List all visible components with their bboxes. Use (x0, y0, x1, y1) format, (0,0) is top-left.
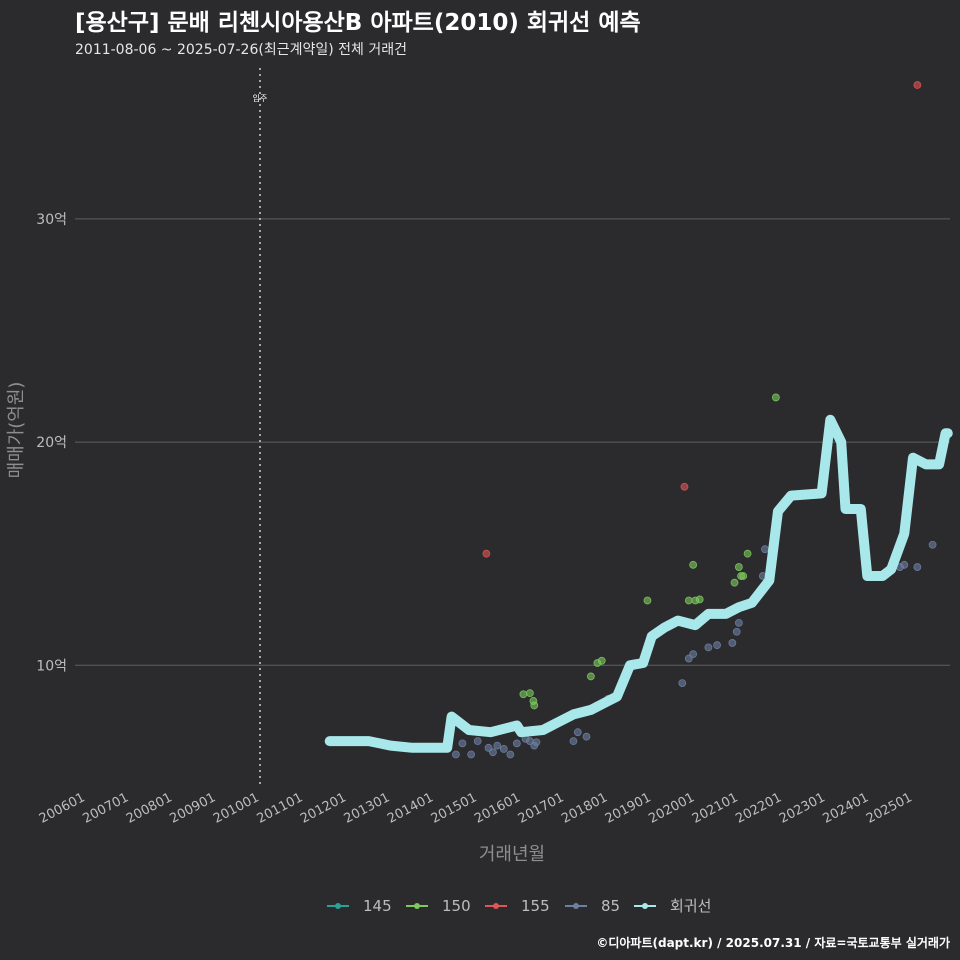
data-point-155 (913, 81, 922, 89)
x-tick-label: 202501 (864, 790, 915, 827)
x-tick-label: 201501 (429, 790, 480, 827)
move-in-label: 입주 (253, 94, 268, 103)
x-tick-label: 201101 (255, 790, 306, 827)
data-point-150 (771, 393, 780, 402)
legend-label: 85 (601, 897, 620, 915)
data-point-85 (689, 650, 698, 658)
chart-subtitle: 2011-08-06 ~ 2025-07-26(최근계약일) 전체 거래건 (75, 42, 407, 58)
data-point-85 (489, 748, 497, 757)
x-tick-label: 200701 (80, 790, 131, 827)
x-tick-label: 201001 (211, 790, 262, 827)
x-tick-label: 201201 (298, 790, 349, 827)
data-point-85 (913, 563, 922, 571)
data-point-150 (695, 595, 704, 604)
x-tick-label: 202101 (690, 790, 741, 827)
data-point-150 (743, 549, 752, 558)
y-tick-label: 30억 (36, 212, 67, 228)
legend-label: 155 (521, 897, 550, 915)
data-point-150 (519, 690, 528, 699)
data-point-85 (928, 540, 937, 549)
y-tick-label: 20억 (36, 435, 67, 451)
legend-marker (414, 903, 420, 909)
data-point-150 (530, 701, 539, 710)
data-point-150 (730, 578, 739, 587)
x-tick-label: 202001 (646, 790, 697, 827)
data-point-85 (900, 560, 909, 569)
x-tick-label: 200801 (124, 790, 175, 827)
y-tick-label: 10억 (36, 658, 67, 674)
x-tick-label: 201301 (342, 790, 393, 827)
data-point-150 (597, 656, 606, 665)
data-point-85 (458, 739, 467, 748)
legend-marker (493, 903, 499, 909)
data-point-150 (586, 672, 595, 681)
data-point-85 (512, 739, 521, 748)
data-point-85 (499, 745, 508, 753)
data-point-85 (467, 750, 476, 759)
data-point-85 (704, 643, 713, 652)
legend-label: 회귀선 (670, 897, 711, 915)
data-point-85 (493, 741, 502, 750)
legend-marker (335, 903, 341, 909)
data-point-150 (526, 689, 534, 698)
data-point-85 (532, 738, 541, 747)
data-point-85 (761, 545, 769, 554)
data-point-85 (678, 679, 687, 688)
data-point-85 (732, 627, 741, 636)
data-point-150 (684, 596, 693, 605)
data-point-85 (506, 750, 515, 759)
data-point-150 (689, 560, 698, 569)
data-point-85 (473, 737, 482, 746)
x-tick-label: 202401 (820, 790, 871, 827)
x-tick-label: 202301 (777, 790, 828, 827)
x-tick-label: 201801 (559, 790, 610, 827)
x-tick-label: 200601 (37, 790, 88, 827)
data-point-85 (573, 728, 582, 737)
data-point-155 (482, 549, 491, 558)
chart-title: [용산구] 문배 리첸시아용산B 아파트(2010) 회귀선 예측 (75, 10, 641, 36)
points-layer (452, 81, 937, 759)
legend-marker (642, 903, 648, 909)
data-point-155 (680, 482, 689, 491)
legend: 145 150 155 85 회귀선 (327, 897, 711, 915)
legend-marker (573, 903, 579, 909)
data-point-85 (582, 732, 591, 741)
data-point-150 (643, 596, 652, 605)
x-axis-title: 거래년월 (479, 844, 545, 865)
data-point-85 (734, 618, 743, 627)
x-tick-label: 201601 (472, 790, 523, 827)
grid-layer: 10억 20억 30억 (36, 212, 950, 674)
data-point-85 (728, 639, 737, 647)
data-point-85 (713, 641, 722, 650)
data-point-150 (739, 572, 748, 580)
y-axis-title: 매매가(억원) (6, 382, 27, 479)
annotation-layer: 입주 (253, 68, 268, 788)
x-tick-label: 202201 (733, 790, 784, 827)
legend-label: 145 (363, 897, 392, 915)
x-tick-label: 200901 (167, 790, 218, 827)
legend-label: 150 (442, 897, 471, 915)
caption: ©디아파트(dapt.kr) / 2025.07.31 / 자료=국토교통부 실… (596, 935, 950, 950)
regression-layer (324, 414, 953, 753)
data-point-150 (734, 563, 743, 571)
data-point-85 (569, 737, 578, 746)
data-point-85 (452, 750, 460, 759)
x-tick-label: 201901 (603, 790, 654, 827)
x-axis-ticks: 2006012007012008012009012010012011012012… (37, 790, 915, 827)
x-tick-label: 201701 (516, 790, 567, 827)
x-tick-label: 201401 (385, 790, 436, 827)
regression-line (324, 414, 953, 753)
